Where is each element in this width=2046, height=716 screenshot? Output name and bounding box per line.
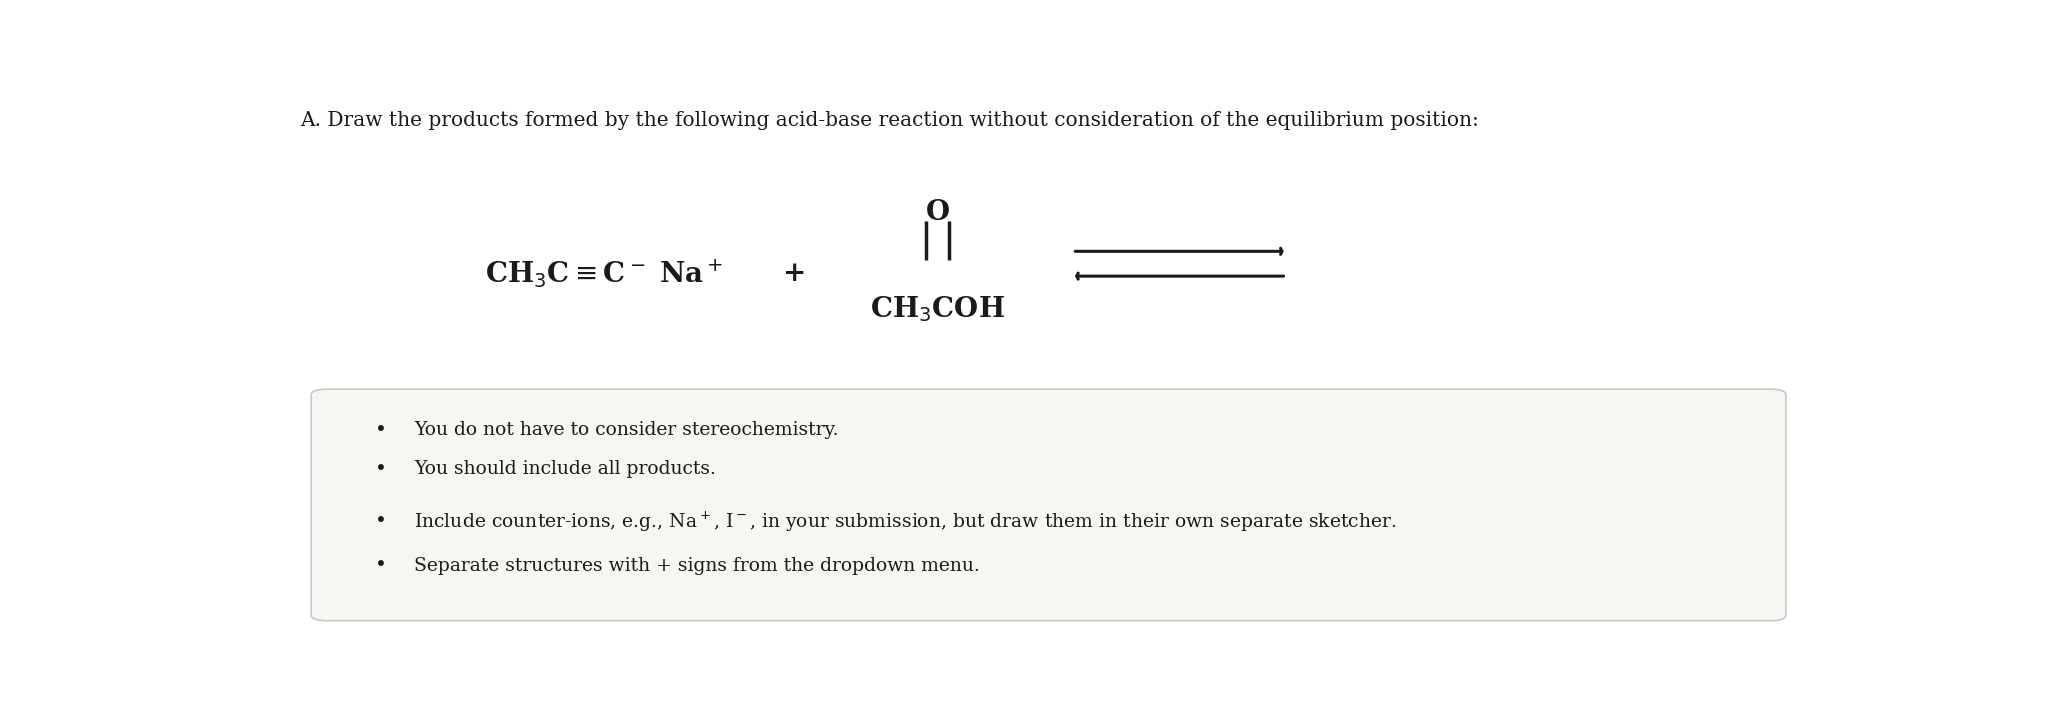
Text: +: + <box>784 260 806 287</box>
Text: A. Draw the products formed by the following acid-base reaction without consider: A. Draw the products formed by the follo… <box>301 111 1479 130</box>
Text: CH$_3$COH: CH$_3$COH <box>870 294 1005 324</box>
Text: You should include all products.: You should include all products. <box>413 460 716 478</box>
Text: Separate structures with + signs from the dropdown menu.: Separate structures with + signs from th… <box>413 556 980 574</box>
Text: CH$_3$C$\equiv$C$^-$ Na$^+$: CH$_3$C$\equiv$C$^-$ Na$^+$ <box>485 257 724 290</box>
Text: •: • <box>374 512 387 531</box>
Text: Include counter-ions, e.g., Na$^+$, I$^-$, in your submission, but draw them in : Include counter-ions, e.g., Na$^+$, I$^-… <box>413 509 1397 533</box>
Text: O: O <box>925 199 949 226</box>
Text: You do not have to consider stereochemistry.: You do not have to consider stereochemis… <box>413 422 839 440</box>
Text: •: • <box>374 421 387 440</box>
Text: •: • <box>374 556 387 575</box>
FancyBboxPatch shape <box>311 389 1786 621</box>
Text: •: • <box>374 460 387 478</box>
